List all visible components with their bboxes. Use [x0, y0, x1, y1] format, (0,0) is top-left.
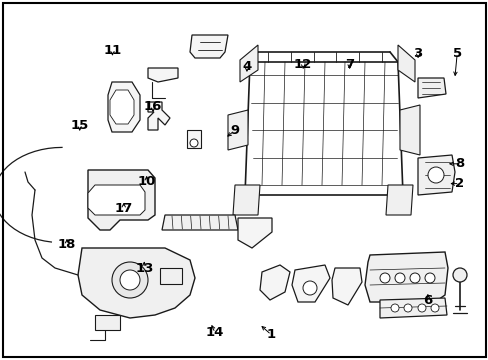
Circle shape — [390, 304, 398, 312]
Polygon shape — [186, 130, 201, 148]
Text: 7: 7 — [345, 58, 353, 71]
Polygon shape — [148, 68, 178, 82]
Circle shape — [427, 167, 443, 183]
Text: 18: 18 — [58, 238, 76, 251]
Text: 17: 17 — [114, 202, 133, 215]
Polygon shape — [364, 252, 447, 302]
Polygon shape — [108, 82, 140, 132]
Circle shape — [403, 304, 411, 312]
Text: 2: 2 — [454, 177, 463, 190]
Polygon shape — [291, 265, 329, 302]
Text: 16: 16 — [143, 100, 162, 113]
Text: 11: 11 — [103, 44, 122, 57]
Polygon shape — [260, 265, 289, 300]
Text: 12: 12 — [293, 58, 312, 71]
Polygon shape — [379, 298, 446, 318]
Text: 15: 15 — [70, 119, 89, 132]
Text: 10: 10 — [137, 175, 156, 188]
Polygon shape — [190, 35, 227, 58]
Circle shape — [379, 273, 389, 283]
Polygon shape — [417, 78, 445, 98]
Text: 5: 5 — [452, 47, 461, 60]
Polygon shape — [148, 102, 170, 130]
Polygon shape — [78, 248, 195, 318]
Circle shape — [424, 273, 434, 283]
Circle shape — [303, 281, 316, 295]
Polygon shape — [417, 155, 454, 195]
Circle shape — [394, 273, 404, 283]
Circle shape — [417, 304, 425, 312]
Polygon shape — [88, 170, 155, 230]
Circle shape — [112, 262, 148, 298]
Text: 14: 14 — [205, 327, 224, 339]
Text: 9: 9 — [230, 124, 239, 137]
Polygon shape — [331, 268, 361, 305]
Circle shape — [452, 268, 466, 282]
Text: 3: 3 — [413, 47, 422, 60]
Circle shape — [190, 139, 198, 147]
Polygon shape — [240, 45, 258, 82]
Polygon shape — [160, 268, 182, 284]
Polygon shape — [110, 90, 134, 124]
Polygon shape — [88, 185, 145, 215]
Polygon shape — [162, 215, 238, 230]
Text: 4: 4 — [242, 60, 251, 73]
Circle shape — [409, 273, 419, 283]
Polygon shape — [399, 105, 419, 155]
Text: 6: 6 — [423, 294, 431, 307]
Polygon shape — [385, 185, 412, 215]
Polygon shape — [232, 185, 260, 215]
Text: 1: 1 — [266, 328, 275, 341]
Polygon shape — [95, 315, 120, 330]
Polygon shape — [227, 110, 247, 150]
Polygon shape — [397, 45, 414, 82]
Text: 13: 13 — [135, 262, 153, 275]
Polygon shape — [238, 218, 271, 248]
Circle shape — [120, 270, 140, 290]
Text: 8: 8 — [454, 157, 463, 170]
Circle shape — [430, 304, 438, 312]
